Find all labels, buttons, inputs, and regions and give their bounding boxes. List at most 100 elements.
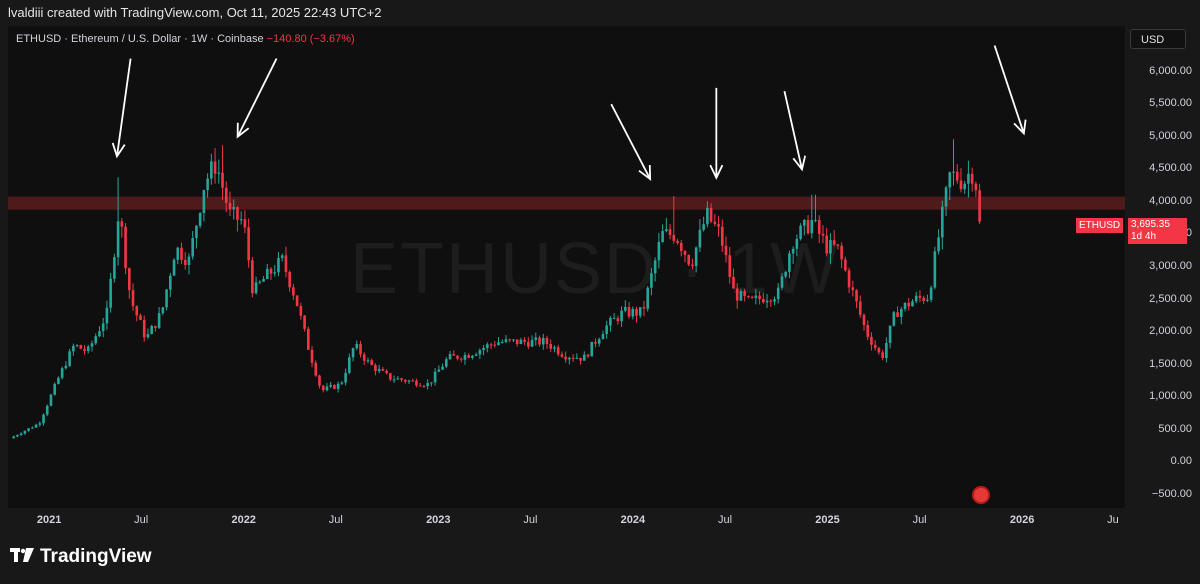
candle-body <box>527 341 530 347</box>
candle-body <box>896 312 899 317</box>
last-price-value: 3,695.35 <box>1131 219 1170 230</box>
candle-body <box>944 187 948 207</box>
candle-body <box>717 224 720 227</box>
candle-body <box>817 219 821 234</box>
candle-body <box>49 394 53 406</box>
candle-body <box>612 318 616 320</box>
tradingview-logo[interactable]: TradingView <box>10 546 152 568</box>
candle-body <box>560 354 564 357</box>
candle-body <box>210 161 213 179</box>
candle-body <box>120 221 124 227</box>
candle-body <box>195 225 198 239</box>
candle-body <box>474 354 478 356</box>
candle-body <box>187 256 191 265</box>
candle-body <box>683 251 687 256</box>
candle-body <box>761 298 765 303</box>
candle-body <box>515 339 519 344</box>
candle-body <box>295 295 299 307</box>
candle-body <box>955 171 959 181</box>
candle-body <box>582 354 586 361</box>
ticker-price-tag: ETHUSD <box>1076 218 1124 233</box>
candle-body <box>57 377 60 384</box>
candle-body <box>467 355 470 358</box>
time-tick-label: 2024 <box>620 514 646 526</box>
resistance-zone <box>8 196 1125 210</box>
candle-body <box>90 343 94 347</box>
candle-body <box>545 337 549 344</box>
candle-body <box>127 268 131 291</box>
candle-body <box>254 282 258 294</box>
time-tick-label: 2026 <box>1009 514 1035 526</box>
share-caption: lvaldiii created with TradingView.com, O… <box>8 5 382 20</box>
candle-body <box>702 224 705 230</box>
candle-body <box>448 354 452 360</box>
candle-body <box>329 384 332 387</box>
time-tick-label: Ju <box>1107 514 1119 526</box>
candle-body <box>709 207 713 222</box>
candle-body <box>150 325 153 335</box>
candle-body <box>116 221 120 258</box>
annotation-arrowhead <box>111 142 126 159</box>
candle-body <box>433 371 437 383</box>
us-flag-event-icon[interactable] <box>972 486 990 504</box>
candle-body <box>72 345 75 352</box>
candle-body <box>605 325 608 335</box>
candle-body <box>79 345 83 349</box>
candle-body <box>706 207 709 225</box>
currency-button[interactable]: USD <box>1130 29 1186 49</box>
candle-body <box>948 172 952 188</box>
candle-body <box>333 384 336 389</box>
candle-body <box>873 344 877 349</box>
candle-body <box>847 270 851 288</box>
candle-body <box>288 271 291 288</box>
symbol-title: ETHUSD · Ethereum / U.S. Dollar · 1W · C… <box>16 33 264 45</box>
candle-body <box>392 379 396 381</box>
candle-body <box>597 339 601 344</box>
candle-body <box>318 375 321 386</box>
candle-body <box>791 248 795 254</box>
candle-body <box>340 382 344 384</box>
annotation-arrow <box>236 58 278 138</box>
candle-body <box>941 206 944 238</box>
candle-body <box>42 414 45 424</box>
price-change: −140.80 (−3.67%) <box>266 33 355 45</box>
candle-body <box>426 383 429 387</box>
candle-body <box>739 291 743 301</box>
chart-plot-area[interactable] <box>8 26 1125 508</box>
candle-body <box>396 378 400 380</box>
candle-body <box>825 235 829 254</box>
candle-body <box>206 178 209 191</box>
price-tick-label: 5,000.00 <box>1149 129 1192 142</box>
candle-body <box>784 271 787 277</box>
candle-body <box>803 219 806 226</box>
candle-body <box>974 183 978 191</box>
candle-body <box>556 347 560 355</box>
candle-body <box>154 325 157 328</box>
candle-body <box>452 354 456 356</box>
candle-body <box>243 219 247 228</box>
candle-body <box>239 219 243 221</box>
annotation-arrowhead <box>709 164 724 180</box>
candle-body <box>27 428 30 431</box>
candle-body <box>653 260 657 274</box>
candle-body <box>836 244 840 246</box>
candle-body <box>586 354 590 357</box>
candle-body <box>679 242 683 252</box>
candle-body <box>165 289 168 308</box>
candle-body <box>348 357 351 373</box>
time-tick-label: 2022 <box>231 514 256 526</box>
candle-body <box>370 360 374 366</box>
candle-body <box>101 323 105 332</box>
candle-body <box>38 423 42 425</box>
candle-body <box>377 369 381 372</box>
candle-body <box>858 301 862 315</box>
candle-body <box>374 365 377 372</box>
candle-body <box>299 306 303 316</box>
annotation-arrowhead <box>236 122 250 139</box>
candle-body <box>489 344 493 346</box>
candle-body <box>400 378 403 381</box>
candle-body <box>34 424 38 428</box>
price-tick-label: 0.00 <box>1170 455 1192 468</box>
candle-body <box>907 302 911 307</box>
candle-body <box>422 386 426 388</box>
